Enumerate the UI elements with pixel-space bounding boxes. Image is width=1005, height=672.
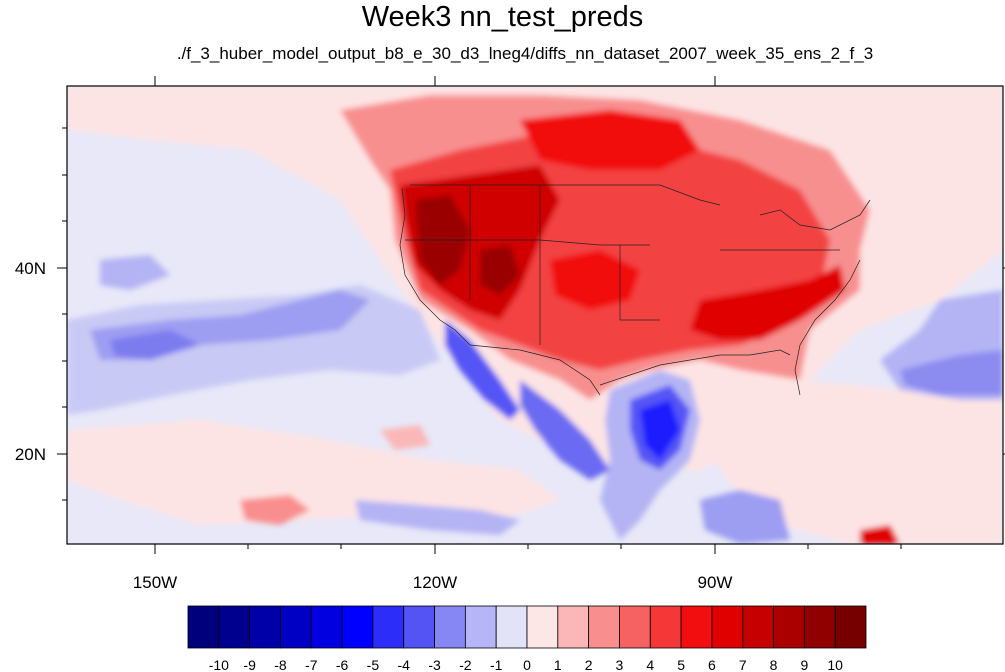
colorbar-swatch [403, 605, 435, 649]
colorbar-swatch [803, 605, 836, 649]
map-subtitle: ./f_3_huber_model_output_b8_e_30_d3_lneg… [176, 44, 874, 63]
lon-tick-label: 120W [413, 573, 457, 592]
colorbar-swatch [588, 605, 620, 649]
colorbar-label: 1 [554, 657, 562, 672]
map-title: Week3 nn_test_preds [361, 1, 644, 33]
colorbar-label: 10 [827, 657, 843, 672]
colorbar-label: 3 [616, 657, 624, 672]
colorbar-swatch [619, 605, 651, 649]
colorbar-swatch [495, 605, 528, 649]
colorbar-label: 6 [708, 657, 716, 672]
colorbar-label: -1 [490, 657, 503, 672]
lon-tick-label: 150W [133, 573, 177, 592]
colorbar-swatch [526, 605, 559, 649]
colorbar-swatch [280, 605, 312, 649]
colorbar-label: -10 [209, 657, 229, 672]
colorbar-label: -5 [367, 657, 380, 672]
colorbar-swatch [680, 605, 713, 649]
colorbar-swatch [742, 605, 774, 649]
colorbar-label: -4 [398, 657, 411, 672]
colorbar-swatch [341, 605, 374, 649]
colorbar-swatch [773, 605, 805, 649]
map-field [67, 86, 1003, 544]
colorbar-label: -3 [428, 657, 441, 672]
colorbar-swatch [218, 605, 251, 649]
colorbar-label: 0 [523, 657, 531, 672]
colorbar-swatch [310, 605, 343, 649]
colorbar-label: -7 [305, 657, 318, 672]
colorbar: -10 -9 -8 -7 -6 -5 -4 -3 -2 -1 0 1 2 3 4 5 6 7 8 9 10 [187, 605, 867, 672]
colorbar-label: 5 [677, 657, 685, 672]
colorbar-swatch [187, 605, 220, 649]
colorbar-label: -9 [243, 657, 256, 672]
colorbar-swatch [372, 605, 405, 649]
colorbar-swatch [834, 605, 867, 649]
colorbar-label: 4 [646, 657, 654, 672]
colorbar-label: 9 [800, 657, 808, 672]
colorbar-label: 8 [770, 657, 778, 672]
colorbar-label: -6 [336, 657, 349, 672]
colorbar-swatch [464, 605, 497, 649]
colorbar-swatch [557, 605, 590, 649]
lat-tick-label: 20N [15, 445, 46, 464]
colorbar-label: 2 [585, 657, 593, 672]
map-frame [66, 85, 1004, 545]
lat-tick-label: 40N [15, 259, 46, 278]
lon-tick-label: 90W [698, 573, 733, 592]
colorbar-label: 7 [739, 657, 747, 672]
colorbar-swatch [649, 605, 682, 649]
colorbar-swatch [249, 605, 281, 649]
colorbar-swatch [711, 605, 744, 649]
colorbar-label: -2 [459, 657, 472, 672]
colorbar-swatch [434, 605, 466, 649]
colorbar-label: -8 [274, 657, 287, 672]
